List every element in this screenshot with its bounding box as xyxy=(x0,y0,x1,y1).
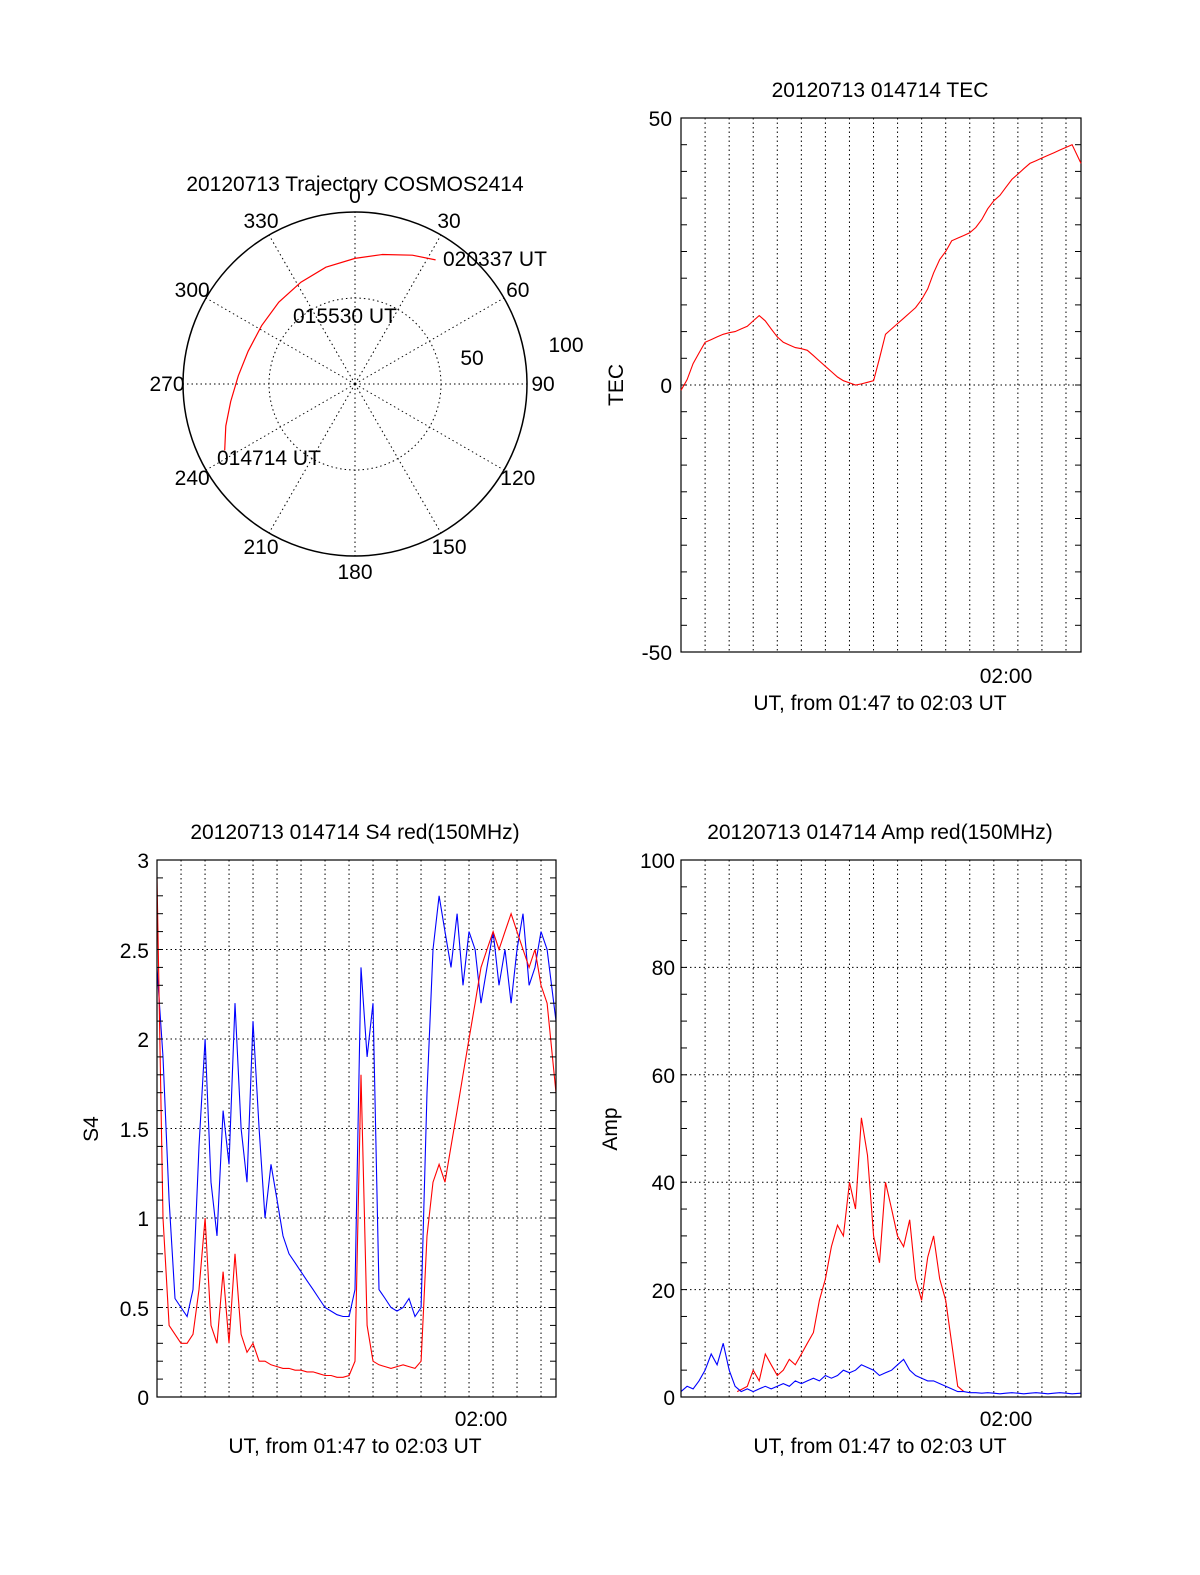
polar-angle-label: 30 xyxy=(437,210,460,233)
trajectory-line xyxy=(224,253,436,451)
trajectory-mid-label: 015530 UT xyxy=(293,305,397,328)
s4-ytick-1-5: 1.5 xyxy=(120,1119,149,1142)
polar-angle-label: 240 xyxy=(175,467,210,490)
s4-ytick-1: 1 xyxy=(137,1208,149,1231)
polar-spoke-line xyxy=(205,383,356,471)
polar-spoke-line xyxy=(268,234,356,385)
amp-ytick-40: 40 xyxy=(652,1172,675,1195)
amp-ytick-60: 60 xyxy=(652,1065,675,1088)
amp-red-series-line xyxy=(736,1117,965,1393)
amp-x-axis-label: UT, from 01:47 to 02:03 UT xyxy=(753,1435,1006,1458)
tec-series-line xyxy=(680,143,1082,391)
polar-angle-label: 180 xyxy=(337,561,372,584)
amp-blue-series-line xyxy=(680,1343,1082,1395)
polar-angle-label: 210 xyxy=(243,536,278,559)
polar-spoke-line xyxy=(205,297,356,385)
polar-spoke-line xyxy=(354,234,442,385)
polar-angle-label: 300 xyxy=(175,279,210,302)
tec-tick-marks xyxy=(681,144,1081,626)
polar-angle-label: 90 xyxy=(531,373,554,396)
tec-grid xyxy=(681,118,1081,652)
polar-spoke-line xyxy=(354,383,442,534)
s4-x-axis-label: UT, from 01:47 to 02:03 UT xyxy=(228,1435,481,1458)
s4-xtick-0200: 02:00 xyxy=(455,1408,508,1431)
s4-chart: 20120713 014714 S4 red(150MHz) 0 0.5 1 1… xyxy=(80,821,557,1458)
amp-tick-marks xyxy=(681,886,1081,1371)
tec-chart: 20120713 014714 TEC 50 0 -50 02:00 UT, f… xyxy=(605,79,1082,715)
trajectory-end-label: 020337 UT xyxy=(443,248,547,271)
amp-ytick-20: 20 xyxy=(652,1280,675,1303)
polar-spoke-line xyxy=(354,383,505,471)
tec-xtick-0200: 02:00 xyxy=(980,665,1033,688)
polar-trajectory-chart: 20120713 Trajectory COSMOS2414 0 30 60 90 12… xyxy=(149,173,583,584)
amp-chart: 20120713 014714 Amp red(150MHz) 0 20 40 … xyxy=(599,821,1082,1458)
polar-angle-label: 60 xyxy=(506,279,529,302)
polar-angle-label: 150 xyxy=(431,536,466,559)
s4-red-series-line xyxy=(156,877,557,1378)
s4-ytick-2-5: 2.5 xyxy=(120,940,149,963)
amp-y-axis-label: Amp xyxy=(599,1107,622,1150)
amp-xtick-0200: 02:00 xyxy=(980,1408,1033,1431)
amp-plot-frame xyxy=(680,859,1082,1398)
amp-ytick-80: 80 xyxy=(652,957,675,980)
amp-grid xyxy=(681,860,1081,1397)
s4-tick-marks xyxy=(157,877,556,1380)
polar-angle-label: 330 xyxy=(243,210,278,233)
s4-title: 20120713 014714 S4 red(150MHz) xyxy=(190,821,519,844)
tec-y-axis-label: TEC xyxy=(605,364,628,406)
tec-x-axis-label: UT, from 01:47 to 02:03 UT xyxy=(753,692,1006,715)
amp-title: 20120713 014714 Amp red(150MHz) xyxy=(707,821,1053,844)
amp-ytick-100: 100 xyxy=(640,850,675,873)
polar-title: 20120713 Trajectory COSMOS2414 xyxy=(186,173,524,196)
polar-outer-ring xyxy=(182,211,528,557)
s4-ytick-0: 0 xyxy=(137,1387,149,1410)
s4-y-axis-label: S4 xyxy=(80,1116,103,1142)
tec-ytick-50: 50 xyxy=(649,108,672,131)
polar-angle-label: 0 xyxy=(349,185,361,208)
amp-ytick-0: 0 xyxy=(663,1387,675,1410)
tec-title: 20120713 014714 TEC xyxy=(772,79,989,102)
s4-blue-series-line xyxy=(156,895,557,1318)
polar-angle-label: 270 xyxy=(149,373,184,396)
tec-ytick-minus50: -50 xyxy=(642,642,672,665)
s4-ytick-2: 2 xyxy=(137,1029,149,1052)
polar-spoke-line xyxy=(268,383,356,534)
s4-ytick-3: 3 xyxy=(137,850,149,873)
polar-angle-label: 120 xyxy=(500,467,535,490)
polar-radius-label-100: 100 xyxy=(548,334,583,357)
polar-angle-labels: 0 30 60 90 120 150 180 210 240 270 300 330 xyxy=(149,185,554,584)
trajectory-start-label: 014714 UT xyxy=(217,447,321,470)
tec-ytick-0: 0 xyxy=(660,375,672,398)
polar-radius-label-50: 50 xyxy=(460,347,483,370)
s4-ytick-0-5: 0.5 xyxy=(120,1298,149,1321)
polar-grid xyxy=(183,212,527,556)
polar-spoke-line xyxy=(354,297,505,385)
